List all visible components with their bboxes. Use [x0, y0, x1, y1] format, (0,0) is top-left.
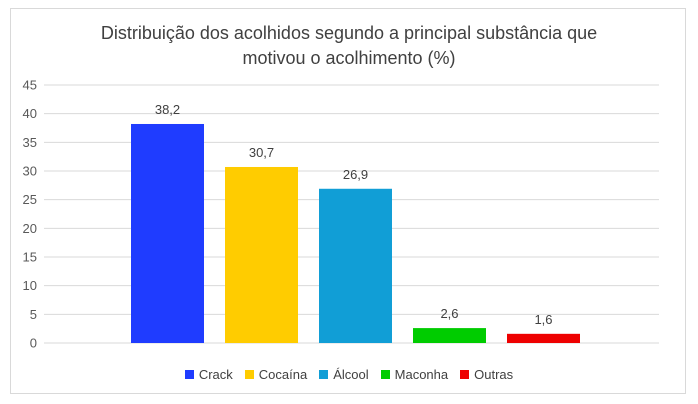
chart-title: Distribuição dos acolhidos segundo a pri…	[11, 21, 687, 71]
y-tick-label: 10	[23, 278, 37, 293]
legend-swatch	[319, 370, 329, 379]
y-tick-label: 15	[23, 250, 37, 265]
legend-item-outras: Outras	[460, 367, 513, 382]
bar-chart-plot: 0 5 10 15 20 25 30 35 40 45 38,2 30,7 26,9 2,6 1,6	[23, 78, 659, 351]
legend-item-cocaína: Cocaína	[244, 367, 308, 382]
y-tick-label: 45	[23, 78, 37, 93]
y-tick-label: 20	[23, 221, 37, 236]
chart-container: Distribuição dos acolhidos segundo a pri…	[10, 8, 686, 394]
y-tick-label: 35	[23, 135, 37, 150]
y-tick-label: 5	[30, 307, 37, 322]
legend-label: Cocaína	[258, 367, 308, 382]
y-tick-label: 25	[23, 192, 37, 207]
y-tick-label: 30	[23, 164, 37, 179]
y-tick-label: 40	[23, 106, 37, 121]
legend-item-crack: Crack	[184, 367, 233, 382]
legend-swatch	[244, 370, 254, 379]
data-label: 26,9	[343, 167, 368, 182]
bar-álcool	[319, 188, 392, 343]
legend-swatch	[460, 370, 470, 379]
bar-outras	[507, 333, 580, 343]
data-label: 1,6	[534, 312, 552, 327]
legend-swatch	[184, 370, 194, 379]
chart-legend: Crack Cocaína Álcool Maconha Outras	[11, 367, 687, 382]
chart-title-line-2: motivou o acolhimento (%)	[242, 48, 456, 68]
legend-label: Álcool	[333, 367, 369, 382]
legend-swatch	[380, 370, 390, 379]
legend-item-álcool: Álcool	[319, 367, 369, 382]
data-label: 38,2	[155, 102, 180, 117]
bar-cocaína	[225, 166, 298, 343]
legend-label: Maconha	[394, 367, 449, 382]
legend-label: Crack	[198, 367, 233, 382]
data-label: 2,6	[440, 306, 458, 321]
y-tick-label: 0	[30, 336, 37, 351]
bar-crack	[131, 123, 204, 343]
bar-maconha	[413, 328, 486, 343]
chart-title-line-1: Distribuição dos acolhidos segundo a pri…	[100, 23, 598, 43]
data-label: 30,7	[249, 145, 274, 160]
legend-item-maconha: Maconha	[380, 367, 449, 382]
legend-label: Outras	[474, 367, 514, 382]
